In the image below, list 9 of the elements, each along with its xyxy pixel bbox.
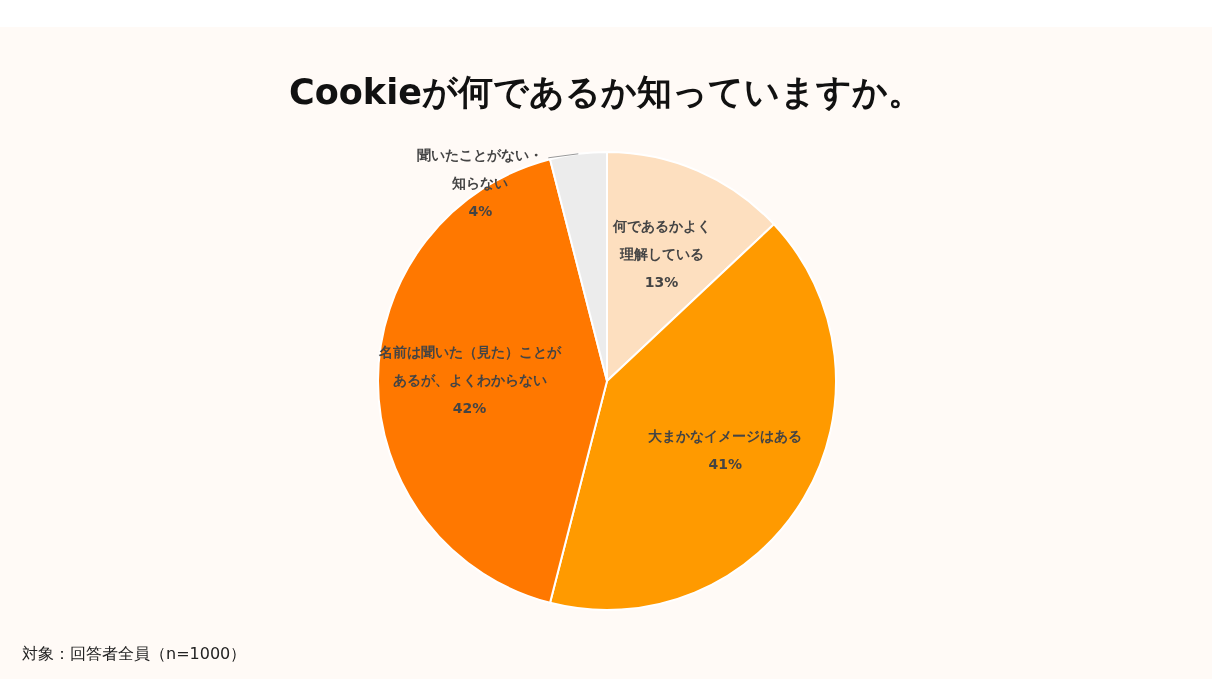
data-label: 4%	[468, 202, 493, 219]
data-label: 13%	[644, 273, 679, 290]
data-label: 42%	[452, 400, 487, 416]
text: 対象：回答者全員（n=1000）	[22, 644, 247, 663]
slice-label: 大まかなイメージはある	[648, 427, 803, 444]
chart-title: Cookieが何であるか知っていますか。	[289, 72, 923, 112]
data-label: 41%	[708, 455, 743, 472]
slice-label: 何であるかよく理解している	[611, 217, 711, 262]
slice-label: 聞いたことがない・知らない	[417, 146, 544, 191]
